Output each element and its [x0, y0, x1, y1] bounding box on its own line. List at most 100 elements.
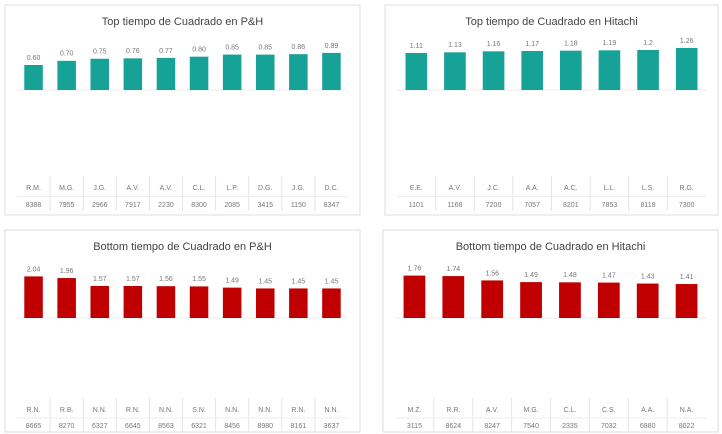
bar [222, 54, 242, 90]
category-label: D.C. [324, 185, 338, 192]
value-label: 1.2 [643, 40, 653, 47]
value-label: 0.80 [192, 47, 206, 54]
category-label: A.A. [641, 407, 654, 414]
value-label: 1.96 [60, 268, 74, 275]
value-label: 1.49 [225, 277, 239, 284]
code-label: 7540 [523, 423, 539, 430]
bar [123, 285, 143, 318]
code-label: 3415 [257, 202, 273, 209]
value-label: 1.45 [292, 278, 306, 285]
bar [322, 288, 341, 318]
code-label: 8456 [224, 423, 240, 430]
value-label: 0.86 [292, 44, 306, 51]
value-label: 1.74 [447, 266, 461, 273]
bar [222, 287, 242, 318]
category-label: L.P. [226, 185, 238, 192]
category-label: M.Z. [407, 407, 421, 414]
category-label: A.A. [526, 185, 539, 192]
value-label: 1.45 [258, 278, 272, 285]
value-label: 0.76 [126, 48, 140, 55]
category-label: R.R. [446, 407, 460, 414]
code-label: 8665 [26, 423, 42, 430]
bar [405, 53, 428, 90]
code-label: 2085 [224, 202, 240, 209]
code-label: 7200 [486, 202, 502, 209]
value-label: 1.57 [126, 276, 140, 283]
bar [403, 275, 426, 318]
category-label: D.G. [258, 185, 272, 192]
code-label: 8161 [291, 423, 307, 430]
code-label: 6327 [92, 423, 108, 430]
code-label: 8118 [641, 202, 656, 209]
value-label: 1.57 [93, 276, 107, 283]
value-label: 1.11 [410, 43, 423, 50]
value-label: 1.18 [564, 41, 578, 48]
bar [289, 54, 308, 90]
code-label: 6645 [125, 423, 141, 430]
code-label: 2230 [158, 202, 174, 209]
bar [90, 58, 110, 90]
category-label: M.G. [523, 407, 538, 414]
code-label: 3637 [324, 423, 340, 430]
category-label: R.N. [27, 407, 41, 414]
code-label: 8201 [563, 202, 579, 209]
bar [255, 54, 275, 90]
category-label: R.B. [60, 407, 74, 414]
value-label: 1.43 [641, 273, 655, 280]
bar [24, 276, 43, 318]
value-label: 1.76 [408, 265, 422, 272]
category-label: A.V. [449, 185, 462, 192]
bar [444, 52, 466, 90]
value-label: 1.41 [680, 274, 694, 281]
code-label: 8022 [679, 423, 695, 430]
bar [520, 282, 542, 318]
category-label: A.V. [486, 407, 499, 414]
category-label: N.A. [680, 407, 694, 414]
category-label: N.N. [93, 407, 107, 414]
category-label: R.M. [26, 185, 41, 192]
bar [675, 284, 698, 318]
value-label: 0.75 [93, 49, 107, 56]
value-label: 1.49 [524, 272, 538, 279]
value-label: 1.16 [487, 41, 501, 48]
code-label: 1101 [409, 202, 424, 209]
category-label: R.N. [126, 407, 140, 414]
bar [156, 286, 176, 318]
category-label: L.S. [642, 185, 655, 192]
bar [189, 56, 209, 90]
code-label: 8270 [59, 423, 75, 430]
value-label: 2.04 [27, 266, 41, 273]
value-label: 0.89 [325, 43, 339, 50]
code-label: 1168 [447, 202, 462, 209]
code-label: 8624 [446, 423, 462, 430]
bar [123, 58, 143, 90]
code-label: 2335 [562, 423, 578, 430]
bar [521, 51, 544, 90]
bar [675, 48, 698, 90]
bar [24, 65, 43, 90]
code-label: 6321 [191, 423, 207, 430]
value-label: 0.85 [225, 44, 239, 51]
category-label: J.G. [292, 185, 305, 192]
code-label: 7057 [524, 202, 540, 209]
bar [636, 283, 659, 318]
code-label: 8980 [257, 423, 273, 430]
code-label: 7853 [602, 202, 618, 209]
code-label: 2966 [92, 202, 108, 209]
category-label: R.G. [679, 185, 693, 192]
category-label: J.G. [93, 185, 106, 192]
category-label: C.S. [602, 407, 616, 414]
value-label: 1.55 [192, 276, 206, 283]
value-label: 1.19 [603, 40, 617, 47]
value-label: 0.77 [159, 48, 173, 55]
code-label: 8347 [324, 202, 340, 209]
bar [57, 60, 76, 90]
bar [482, 51, 505, 90]
value-label: 1.45 [325, 278, 339, 285]
value-label: 1.56 [485, 270, 499, 277]
value-label: 1.47 [602, 272, 616, 279]
bar [559, 282, 581, 318]
code-label: 8388 [26, 202, 42, 209]
bar [559, 50, 582, 90]
category-label: N.N. [225, 407, 239, 414]
